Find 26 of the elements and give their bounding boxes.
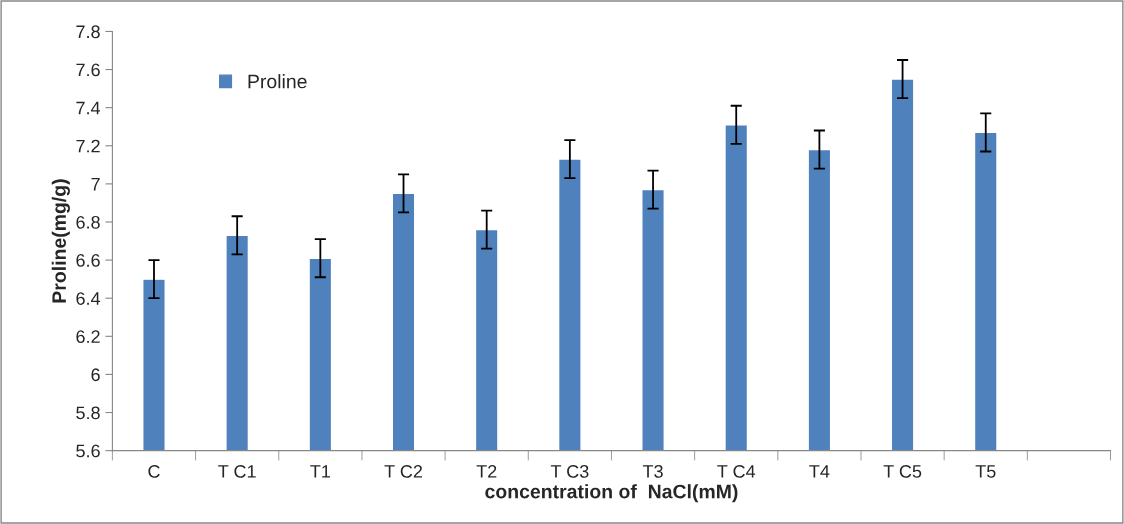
x-tick-label: T C4 <box>717 465 756 478</box>
y-tick-label: 6.8 <box>76 215 100 229</box>
x-tick-label: T3 <box>642 465 663 478</box>
x-tick-label: T2 <box>476 465 497 478</box>
x-tick-label: T C3 <box>550 465 589 478</box>
y-tick-label: 5.8 <box>76 406 100 420</box>
x-axis-title: concentration of NaCl(mM) <box>485 484 738 503</box>
y-tick-label: 7.4 <box>76 101 101 115</box>
legend-label: Proline <box>248 74 307 89</box>
x-tick-label: T4 <box>809 465 830 478</box>
x-tick-label: T C5 <box>883 465 922 478</box>
y-tick-label: 7.2 <box>76 139 100 153</box>
y-tick-label: 7.6 <box>76 63 100 77</box>
y-tick-label: 6.6 <box>76 254 100 267</box>
y-tick-label: 6.4 <box>76 292 101 305</box>
y-tick-label: 6.2 <box>76 330 100 344</box>
x-tick-label: T5 <box>975 465 996 478</box>
y-axis-title: Proline(mg/g) <box>51 179 70 303</box>
x-tick-label: T C2 <box>384 465 423 478</box>
y-tick-label: 5.6 <box>76 444 100 458</box>
x-tick-label: C <box>148 465 160 478</box>
x-tick-label: T C1 <box>218 465 256 478</box>
y-tick-label: 6 <box>91 368 100 382</box>
x-tick-label: T1 <box>310 465 330 478</box>
y-tick-label: 7.8 <box>76 25 100 39</box>
y-tick-label: 7 <box>91 178 100 191</box>
